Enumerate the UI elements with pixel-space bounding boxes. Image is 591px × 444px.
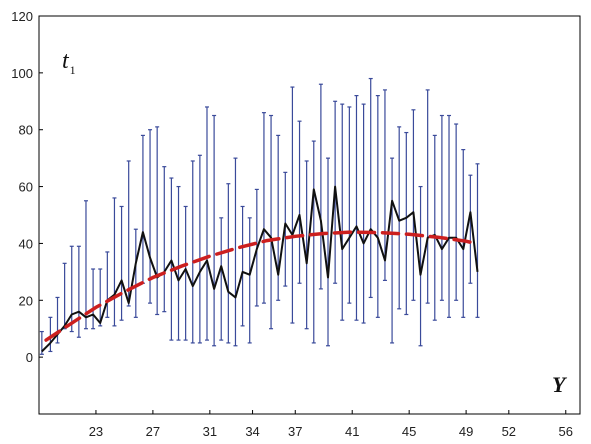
y-axis-label: t1 — [62, 48, 76, 77]
x-tick-label: 27 — [146, 424, 160, 439]
x-axis: 23 27 31 34 37 41 45 49 52 56 — [89, 410, 573, 439]
y-tick-label: 80 — [19, 123, 33, 138]
x-axis-label: Y — [552, 372, 568, 397]
y-axis: 0 20 40 60 80 100 120 — [11, 9, 43, 365]
mean-line — [41, 185, 479, 353]
x-tick-label: 37 — [288, 424, 302, 439]
y-tick-label: 120 — [11, 9, 33, 24]
y-tick-label: 40 — [19, 236, 33, 251]
x-tick-label: 56 — [559, 424, 573, 439]
x-tick-label: 45 — [402, 424, 416, 439]
plot-frame — [38, 15, 581, 415]
error-bars — [39, 77, 480, 355]
trend-line — [44, 230, 480, 342]
x-tick-label: 41 — [345, 424, 359, 439]
y-tick-label: 20 — [19, 293, 33, 308]
x-tick-label: 49 — [459, 424, 473, 439]
series-lines — [41, 185, 480, 353]
y-tick-label: 100 — [11, 66, 33, 81]
x-tick-label: 31 — [203, 424, 217, 439]
y-axis-label-subscript: 1 — [70, 63, 76, 77]
y-tick-label: 60 — [19, 180, 33, 195]
x-tick-label: 23 — [89, 424, 103, 439]
x-tick-label: 34 — [245, 424, 259, 439]
y-tick-label: 0 — [26, 350, 33, 365]
x-tick-label: 52 — [502, 424, 516, 439]
